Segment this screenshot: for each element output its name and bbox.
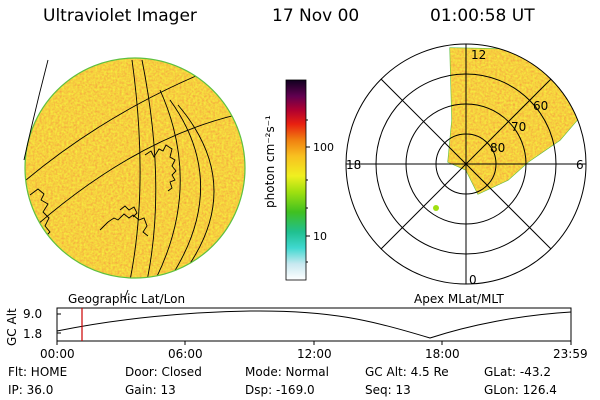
geographic-image-panel [23, 57, 246, 301]
apex-speck [433, 205, 439, 211]
geographic-label: Geographic Lat/Lon [68, 292, 186, 306]
info-gain: Gain: 13 [125, 383, 176, 397]
info-glat: GLat: -43.2 [484, 365, 551, 379]
info-mode: Mode: Normal [245, 365, 329, 379]
header-title: Ultraviolet Imager [43, 6, 197, 26]
info-door: Door: Closed [125, 365, 202, 379]
ytick-label-1-8: 1.8 [23, 327, 42, 341]
mlt-label-18: 18 [346, 158, 361, 172]
mlt-label-12: 12 [471, 48, 486, 62]
geo-grid-lon-2 [141, 59, 157, 278]
altitude-timeline: 9.0 1.8 GC Alt 00:00 06:00 12:00 18:00 2… [5, 307, 588, 361]
geographic-texture [25, 58, 245, 278]
time-label-1200: 12:00 [297, 347, 332, 361]
geo-grid-lon-1 [127, 59, 141, 278]
altitude-curve [56, 310, 572, 339]
time-label-0600: 06:00 [168, 347, 203, 361]
colorbar-label-100: 100 [313, 141, 334, 154]
geo-grid-outer-1 [23, 59, 49, 161]
time-label-0000: 00:00 [40, 347, 75, 361]
geo-coastline-3 [29, 188, 51, 239]
geo-grid-lon-3 [149, 89, 181, 278]
apex-label: Apex MLat/MLT [414, 292, 504, 306]
timeline-ylabel: GC Alt [5, 308, 19, 346]
geo-coastline-4 [119, 205, 138, 218]
info-filter: Flt: HOME [8, 365, 67, 379]
header-time: 01:00:58 UT [430, 6, 535, 26]
colorbar-scale [285, 79, 307, 281]
geographic-limb [24, 57, 246, 279]
ytick-label-9: 9.0 [23, 307, 42, 321]
time-label-2359: 23:59 [553, 347, 588, 361]
info-seq: Seq: 13 [365, 383, 411, 397]
lat-label-60: 60 [533, 99, 548, 113]
geo-grid-lon-5 [177, 104, 215, 278]
info-ip: IP: 36.0 [8, 383, 53, 397]
lat-label-80: 80 [490, 141, 505, 155]
info-gc-alt: GC Alt: 4.5 Re [365, 365, 449, 379]
info-block: Flt: HOME Door: Closed Mode: Normal GC A… [8, 365, 557, 397]
apex-polar-panel: 12 18 6 0 60 70 80 [345, 43, 587, 287]
mlt-label-0: 0 [469, 273, 477, 287]
geo-grid-outer-2 [123, 289, 129, 301]
colorbar-unit-label: photon cm⁻²s⁻¹ [263, 115, 277, 208]
polar-diag-2 [380, 78, 552, 250]
info-glon: GLon: 126.4 [484, 383, 557, 397]
geo-coastline-2 [99, 213, 149, 237]
time-label-1800: 18:00 [425, 347, 460, 361]
geo-coastline-1 [144, 144, 177, 192]
colorbar [285, 79, 310, 281]
colorbar-label-10: 10 [313, 230, 327, 243]
geo-grid-lon-4 [161, 99, 202, 278]
header-date: 17 Nov 00 [272, 6, 360, 26]
mlt-label-6: 6 [576, 158, 584, 172]
info-dsp: Dsp: -169.0 [245, 383, 315, 397]
lat-label-70: 70 [511, 120, 526, 134]
